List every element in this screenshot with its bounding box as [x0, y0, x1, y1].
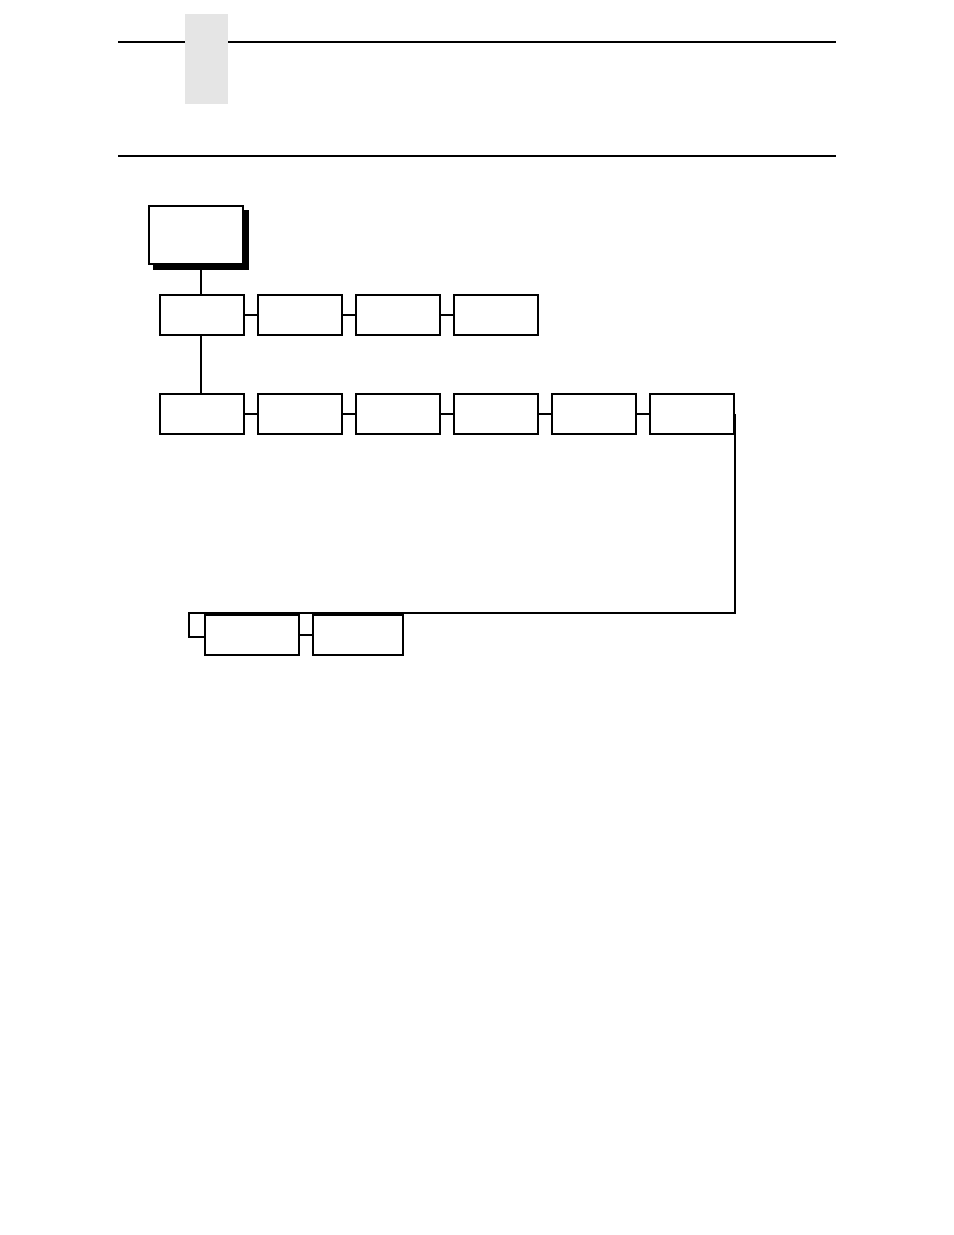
flowchart-edge: [637, 413, 649, 415]
flowchart-node: [257, 393, 343, 435]
flowchart-edge: [343, 314, 355, 316]
flowchart-node: [159, 393, 245, 435]
mid-rule: [118, 155, 836, 157]
header-gray-tab: [185, 14, 228, 104]
top-rule-short: [118, 41, 185, 43]
flowchart-edge: [300, 634, 312, 636]
flowchart-edge: [200, 265, 202, 294]
flowchart-node: [355, 294, 441, 336]
flowchart-edge: [200, 336, 202, 393]
flowchart-node: [453, 294, 539, 336]
flowchart-edge: [343, 413, 355, 415]
top-rule-long: [228, 41, 836, 43]
flowchart-edge: [441, 314, 453, 316]
flowchart-edge: [188, 612, 736, 614]
flowchart-node: [312, 614, 404, 656]
flowchart-node: [453, 393, 539, 435]
flowchart-edge: [188, 636, 206, 638]
flowchart-edge: [188, 612, 190, 638]
flowchart-node: [148, 205, 244, 265]
flowchart-edge: [539, 413, 551, 415]
flowchart-node: [159, 294, 245, 336]
flowchart-node: [257, 294, 343, 336]
flowchart-node: [649, 393, 735, 435]
flowchart-edge: [441, 413, 453, 415]
page: [0, 0, 954, 1235]
flowchart-edge: [245, 314, 257, 316]
flowchart-edge: [734, 414, 736, 614]
flowchart-edge: [245, 413, 257, 415]
flowchart-node: [204, 614, 300, 656]
flowchart-node: [551, 393, 637, 435]
flowchart-node: [355, 393, 441, 435]
